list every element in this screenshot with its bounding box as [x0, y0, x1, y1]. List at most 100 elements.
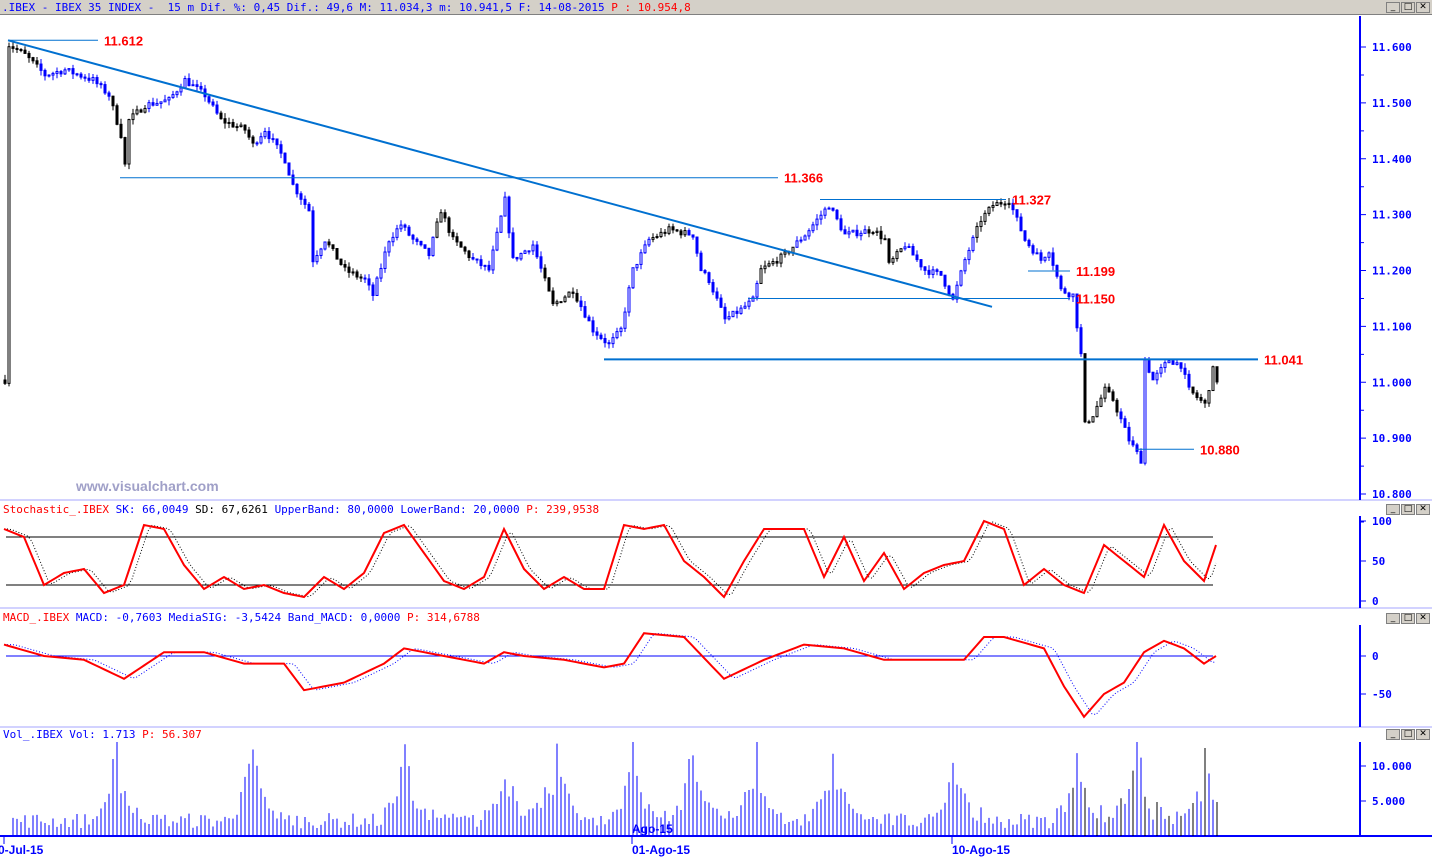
candle-body: [115, 105, 119, 125]
macd-window-controls: _ □ ✕: [1386, 613, 1430, 624]
candle-body: [979, 220, 983, 228]
candle-body: [883, 238, 887, 241]
candle-body: [891, 258, 895, 263]
candle-body: [555, 301, 559, 305]
candle-body: [1051, 252, 1055, 266]
candle-body: [15, 47, 19, 51]
candle-body: [1023, 230, 1027, 241]
candle-body: [895, 251, 899, 260]
candle-body: [411, 234, 415, 240]
maximize-icon[interactable]: □: [1401, 729, 1415, 740]
level-label: 11.366: [784, 171, 823, 186]
candle-body: [1031, 245, 1035, 254]
candle-body: [343, 263, 347, 268]
macd-name: MACD_.IBEX: [3, 611, 76, 624]
candle-body: [71, 68, 75, 75]
candle-body: [495, 231, 499, 251]
price-tick-label: 11.500: [1372, 97, 1412, 110]
vol-name: Vol_.IBEX: [3, 728, 70, 741]
candle-body: [123, 137, 127, 165]
candle-body: [319, 248, 323, 257]
candle-body: [547, 277, 551, 292]
candle-body: [987, 206, 991, 214]
candle-body: [551, 290, 555, 305]
candle-body: [1199, 397, 1203, 401]
macd-tick-label: 0: [1372, 650, 1379, 663]
candle-body: [175, 91, 179, 96]
minimize-icon[interactable]: _: [1386, 729, 1400, 740]
candle-body: [399, 224, 403, 230]
level-label: 11.199: [1076, 264, 1115, 279]
candle-body: [39, 63, 43, 71]
candle-body: [59, 71, 63, 75]
candle-body: [167, 96, 171, 101]
candle-body: [543, 267, 547, 279]
close-icon[interactable]: ✕: [1416, 729, 1430, 740]
candle-body: [867, 229, 871, 234]
candle-body: [327, 241, 331, 246]
candle-body: [1183, 367, 1187, 375]
candle-body: [1191, 386, 1195, 394]
candle-body: [743, 305, 747, 309]
candle-body: [1095, 405, 1099, 418]
maximize-icon[interactable]: □: [1401, 613, 1415, 624]
candle-body: [1171, 360, 1175, 365]
candle-body: [967, 249, 971, 261]
candle-body: [627, 287, 631, 313]
candle-body: [515, 256, 519, 260]
minimize-icon[interactable]: _: [1386, 613, 1400, 624]
candle-body: [835, 209, 839, 220]
candle-body: [231, 121, 235, 128]
candle-body: [111, 95, 115, 107]
stoch-sd: SD: 67,6261: [195, 503, 275, 516]
candle-body: [1103, 386, 1107, 399]
candle-body: [263, 130, 267, 138]
candle-body: [667, 226, 671, 234]
maximize-icon[interactable]: □: [1401, 504, 1415, 515]
candle-body: [235, 126, 239, 129]
candle-body: [159, 101, 163, 104]
candle-body: [1123, 418, 1127, 428]
candle-body: [839, 218, 843, 231]
candle-body: [675, 229, 679, 232]
candle-body: [367, 278, 371, 286]
candle-body: [1071, 293, 1075, 298]
candle-body: [711, 282, 715, 293]
level-label: 11.327: [1012, 193, 1051, 208]
candle-body: [247, 129, 251, 138]
candle-body: [35, 60, 39, 65]
stoch-sk: SK: 66,0049: [115, 503, 196, 516]
candle-body: [439, 212, 443, 223]
stoch-sk-line: [3, 519, 1217, 599]
candle-body: [163, 99, 167, 103]
candle-body: [79, 73, 83, 78]
candle-body: [959, 270, 963, 286]
title-bar: .IBEX - IBEX 35 INDEX - 15 m Dif. %: 0,4…: [0, 0, 1432, 15]
close-icon[interactable]: ✕: [1416, 613, 1430, 624]
candle-body: [615, 331, 619, 339]
candle-body: [807, 230, 811, 237]
candle-body: [371, 284, 375, 297]
candle-body: [1059, 275, 1063, 290]
candle-body: [1087, 421, 1091, 424]
maximize-icon[interactable]: □: [1401, 2, 1415, 13]
vol-tick-label: 10.000: [1372, 760, 1412, 773]
close-icon[interactable]: ✕: [1416, 504, 1430, 515]
candle-body: [143, 107, 147, 113]
close-icon[interactable]: ✕: [1416, 2, 1430, 13]
candle-body: [595, 331, 599, 336]
candle-body: [475, 258, 479, 261]
candle-body: [435, 221, 439, 238]
candle-body: [1139, 450, 1143, 464]
candle-body: [215, 104, 219, 114]
candle-body: [379, 267, 383, 279]
candle-body: [975, 226, 979, 238]
candle-body: [27, 52, 31, 59]
candle-body: [531, 244, 535, 252]
candle-body: [267, 130, 271, 140]
candle-body: [1175, 362, 1179, 365]
candle-body: [259, 136, 263, 144]
minimize-icon[interactable]: _: [1386, 504, 1400, 515]
minimize-icon[interactable]: _: [1386, 2, 1400, 13]
